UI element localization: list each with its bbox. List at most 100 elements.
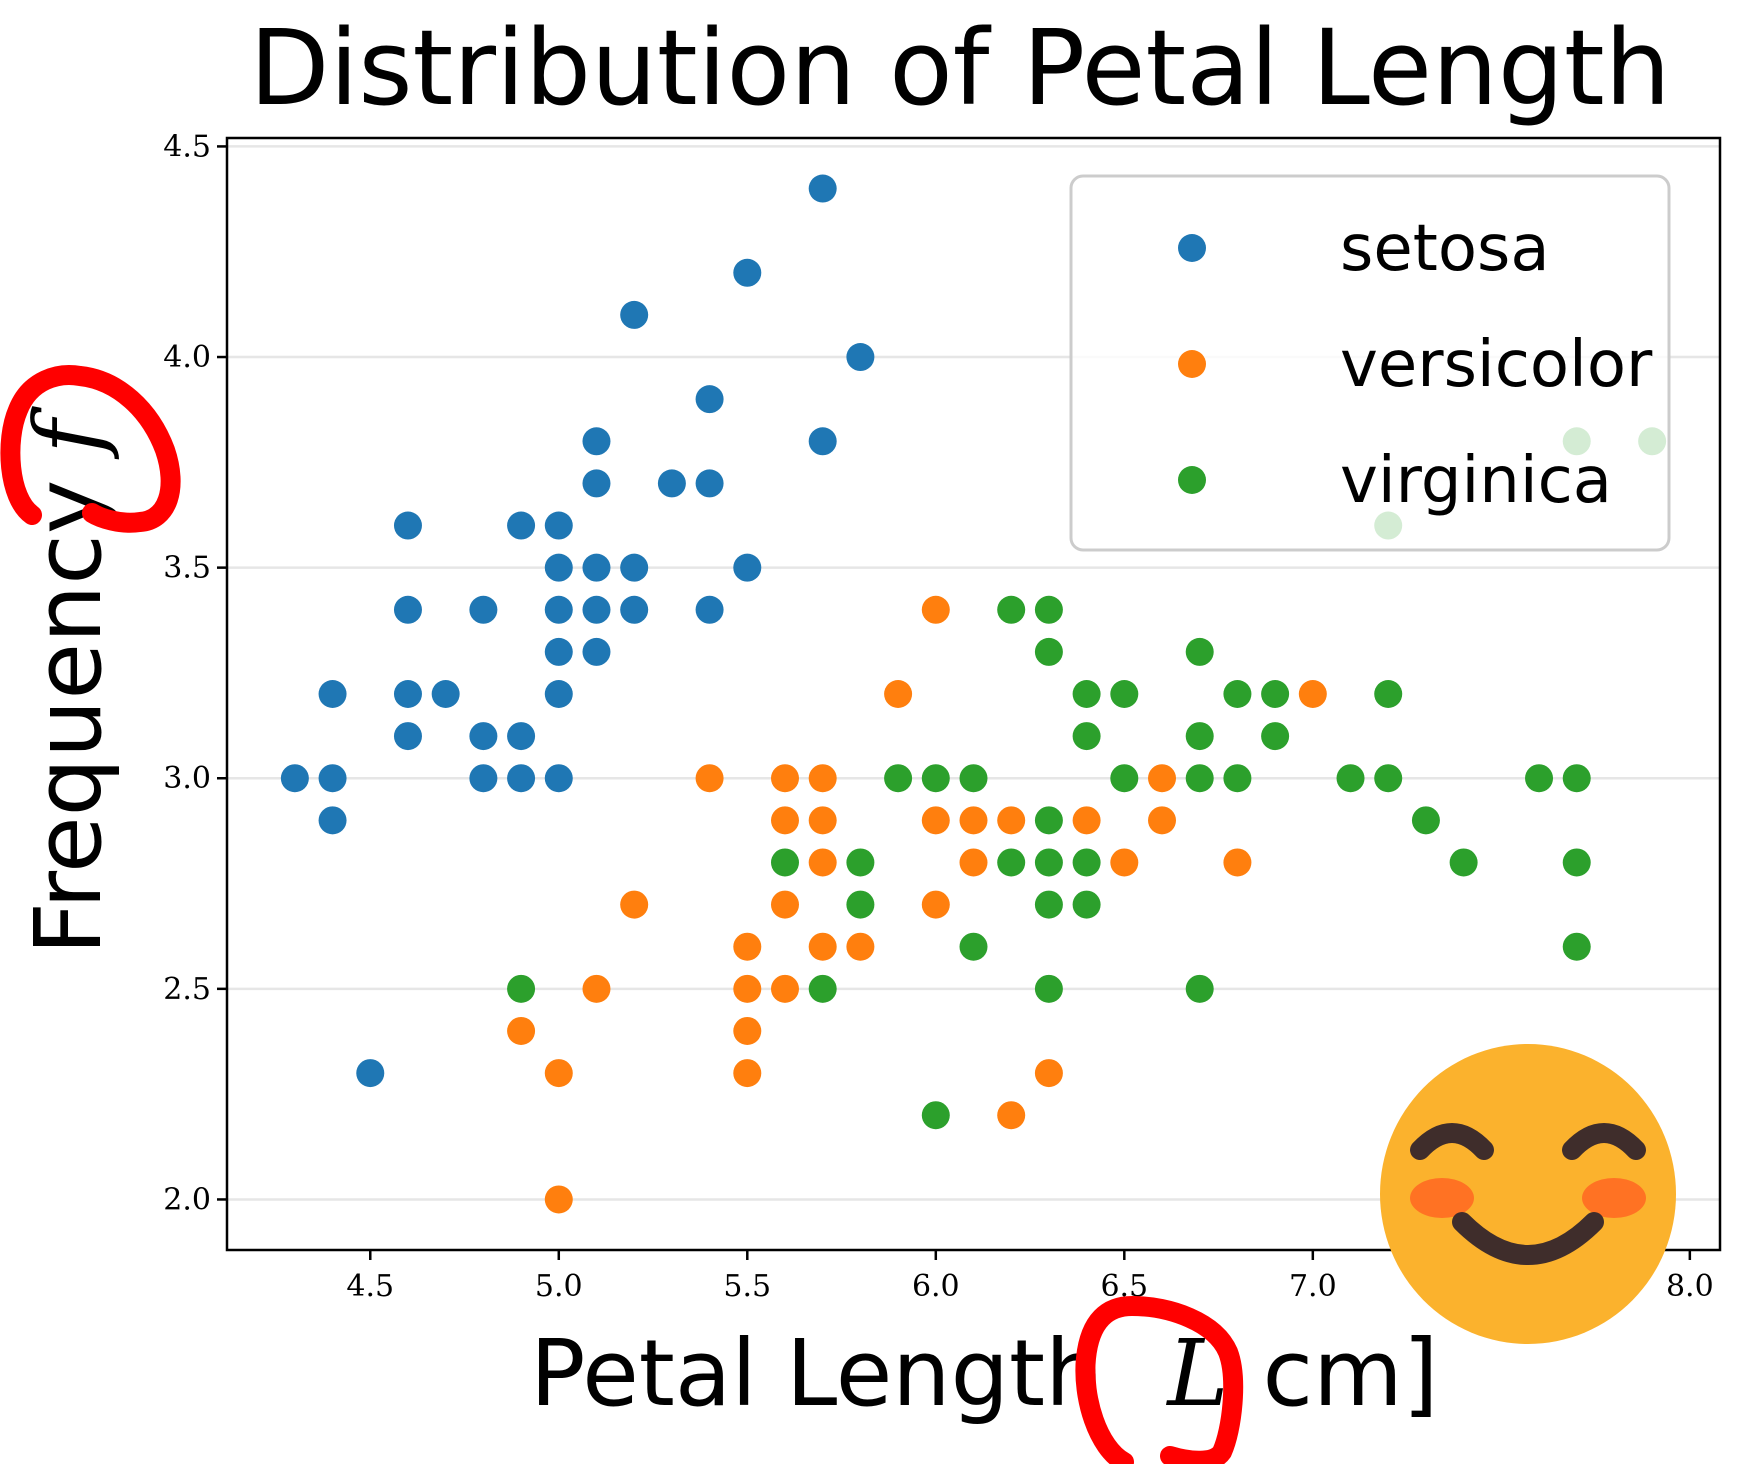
scatter-point (507, 722, 536, 751)
chart-title: Distribution of Petal Length (249, 7, 1670, 129)
scatter-point (356, 1059, 385, 1088)
scatter-point (1374, 680, 1403, 708)
scatter-point (808, 427, 837, 456)
x-tick-label: 6.0 (912, 1269, 960, 1304)
scatter-point (1110, 764, 1139, 793)
scatter-point (808, 974, 837, 1003)
legend-frame (1069, 174, 1671, 552)
scatter-point (770, 890, 799, 919)
scatter-point (1034, 806, 1063, 835)
scatter-point (431, 680, 460, 708)
scatter-point (544, 764, 573, 793)
x-tick-label: 7.0 (1289, 1269, 1337, 1304)
x-axis-unit: cm] (1262, 1320, 1438, 1427)
scatter-point (1185, 722, 1214, 751)
red-circle-y-symbol (0, 365, 181, 533)
scatter-point (997, 806, 1026, 835)
y-tick-label: 2.0 (163, 1182, 211, 1217)
scatter-point (620, 595, 649, 624)
scatter-point (1072, 680, 1101, 708)
x-tick-label: 8.0 (1666, 1269, 1714, 1304)
scatter-point (280, 764, 309, 793)
scatter-point (393, 722, 422, 751)
scatter-point (1034, 848, 1063, 877)
x-tick-label: 4.5 (346, 1269, 394, 1304)
legend-marker (1178, 234, 1206, 262)
scatter-point (469, 595, 498, 624)
series-virginica (507, 427, 1667, 1130)
scatter-point (620, 553, 649, 582)
svg-text:Frequencyf: Frequency f (15, 406, 122, 955)
scatter-point (846, 890, 875, 919)
y-axis-label: Frequency f (15, 406, 122, 955)
scatter-point (544, 680, 573, 708)
scatter-point (846, 343, 875, 372)
scatter-point (1034, 1059, 1063, 1088)
scatter-point (1525, 764, 1554, 793)
scatter-point (1185, 764, 1214, 793)
scatter-point (1223, 680, 1252, 708)
scatter-point (620, 300, 649, 329)
scatter-point (959, 764, 988, 793)
scatter-point (884, 680, 913, 708)
scatter-point (507, 764, 536, 793)
x-tick-label: 5.0 (535, 1269, 583, 1304)
scatter-point (1034, 890, 1063, 919)
scatter-point (582, 427, 611, 456)
scatter-point (544, 637, 573, 666)
scatter-point (544, 1059, 573, 1088)
scatter-point (733, 258, 762, 287)
x-axis-label-text: Petal Length (530, 1320, 1103, 1427)
scatter-point (1223, 848, 1252, 877)
scatter-point (695, 595, 724, 624)
scatter-point (770, 764, 799, 793)
scatter-point (997, 848, 1026, 877)
scatter-point (733, 1016, 762, 1045)
scatter-point (507, 1016, 536, 1045)
scatter-point (997, 1101, 1026, 1130)
scatter-point (1449, 848, 1478, 877)
scatter-point (1110, 680, 1139, 708)
scatter-point (959, 932, 988, 961)
y-axis-label-text: Frequency (15, 480, 122, 955)
scatter-point (808, 848, 837, 877)
scatter-point (1562, 932, 1591, 961)
scatter-point (921, 764, 950, 793)
scatter-point (393, 680, 422, 708)
y-tick-label: 3.0 (163, 761, 211, 796)
scatter-point (1411, 806, 1440, 835)
y-tick-label: 3.5 (163, 551, 211, 586)
scatter-point (846, 848, 875, 877)
scatter-point (507, 511, 536, 540)
scatter-point (1223, 764, 1252, 793)
annotation-marks (0, 365, 1244, 1464)
scatter-point (1562, 764, 1591, 793)
scatter-point (770, 974, 799, 1003)
scatter-point (657, 469, 686, 498)
scatter-point (1148, 806, 1177, 835)
legend-label: setosa (1340, 212, 1550, 286)
scatter-point (695, 469, 724, 498)
scatter-point (1072, 722, 1101, 751)
scatter-point (318, 680, 347, 708)
legend-label: virginica (1340, 444, 1612, 518)
scatter-point (393, 511, 422, 540)
scatter-point (1261, 680, 1290, 708)
scatter-point (318, 764, 347, 793)
scatter-point (959, 848, 988, 877)
scatter-point (507, 974, 536, 1003)
scatter-point (808, 806, 837, 835)
legend-marker (1178, 350, 1206, 378)
scatter-point (733, 553, 762, 582)
scatter-point (808, 932, 837, 961)
scatter-point (808, 174, 837, 203)
scatter-point (582, 595, 611, 624)
scatter-point (1336, 764, 1365, 793)
series-setosa (280, 174, 875, 1088)
scatter-point (959, 806, 988, 835)
legend: setosa versicolor virginica (1069, 174, 1671, 552)
scatter-point (1261, 722, 1290, 751)
scatter-point (921, 1101, 950, 1130)
